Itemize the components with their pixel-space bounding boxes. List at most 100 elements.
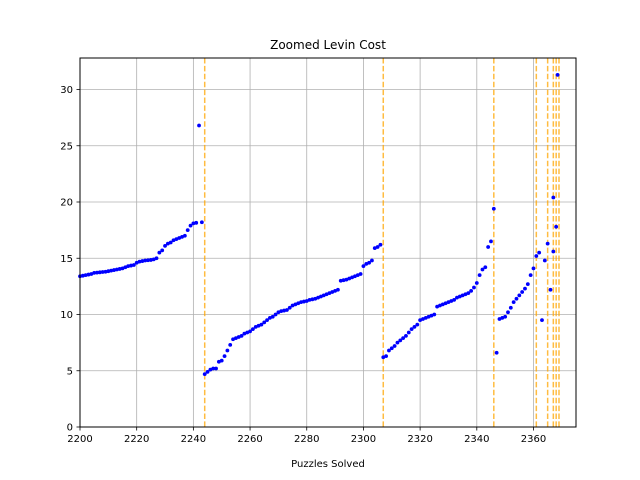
data-point [537, 250, 542, 255]
data-point [395, 340, 400, 345]
data-point [299, 300, 303, 305]
x-tick-label: 2300 [351, 434, 376, 445]
data-point [100, 270, 105, 274]
data-point [336, 287, 340, 292]
y-axis: 0 5 10 15 20 25 30 [60, 85, 80, 434]
data-point [392, 344, 397, 348]
data-point [494, 350, 499, 355]
data-point [143, 258, 148, 263]
data-point [285, 308, 289, 312]
data-point [129, 263, 133, 268]
data-point [185, 228, 190, 233]
data-point [508, 305, 513, 310]
data-point [80, 273, 85, 278]
data-point [525, 282, 530, 287]
data-point [191, 221, 196, 226]
data-point [491, 206, 496, 211]
data-point [282, 308, 286, 313]
data-point [259, 322, 264, 327]
data-point [197, 123, 201, 128]
data-point [406, 330, 411, 335]
x-tick-label: 2260 [237, 434, 262, 445]
data-point [367, 260, 371, 265]
x-tick-label: 2320 [407, 434, 432, 445]
data-point [279, 309, 284, 314]
data-point [114, 267, 119, 272]
data-point [168, 240, 173, 245]
data-point [265, 318, 269, 323]
data-point [146, 258, 150, 263]
y-tick-label: 25 [60, 141, 73, 152]
data-point [554, 224, 559, 229]
y-tick-label: 20 [60, 198, 73, 209]
data-point [131, 263, 136, 267]
data-point [262, 320, 267, 325]
plot-frame [79, 57, 577, 428]
data-point [248, 329, 252, 334]
data-point [548, 287, 553, 292]
data-point [160, 248, 165, 253]
data-point [503, 314, 508, 319]
data-point [106, 269, 111, 274]
data-point [520, 290, 525, 294]
data-point [225, 348, 230, 353]
x-tick-label: 2280 [294, 434, 319, 445]
data-point [202, 372, 207, 377]
data-point [83, 273, 88, 278]
data-point [219, 358, 224, 363]
y-tick-label: 15 [60, 254, 73, 265]
x-tick-label: 2240 [181, 434, 206, 445]
data-point [86, 272, 91, 277]
data-point [389, 346, 394, 351]
data-point [250, 327, 255, 332]
data-point [199, 220, 204, 225]
data-point [517, 293, 522, 298]
data-point [97, 270, 102, 275]
data-point [534, 254, 539, 258]
data-point [148, 258, 153, 262]
data-point [273, 312, 278, 317]
data-point [361, 264, 366, 269]
y-tick-label: 5 [67, 366, 73, 377]
data-point [477, 273, 482, 278]
data-points [78, 72, 560, 377]
chart-title: Zoomed Levin Cost [270, 38, 386, 52]
data-point [214, 366, 218, 371]
data-point [514, 296, 519, 301]
data-point [358, 272, 363, 276]
data-point [412, 324, 417, 329]
data-point [545, 241, 550, 246]
data-point [375, 245, 380, 249]
data-point [384, 354, 389, 359]
data-point [126, 264, 131, 269]
data-point [95, 270, 99, 275]
data-point [483, 265, 488, 270]
data-point [555, 72, 560, 77]
data-point [117, 267, 122, 271]
data-point [103, 269, 108, 274]
data-point [182, 233, 187, 238]
data-point [205, 369, 210, 374]
data-point [387, 348, 391, 353]
data-point [472, 285, 476, 290]
data-point [154, 256, 159, 261]
y-tick-label: 0 [67, 423, 73, 434]
x-tick-label: 2200 [67, 434, 92, 445]
data-point [542, 258, 547, 263]
data-point [506, 310, 510, 315]
data-point [489, 239, 493, 244]
data-point [551, 195, 556, 200]
data-point [157, 250, 162, 255]
data-point [469, 288, 474, 293]
data-point [239, 333, 244, 338]
data-point [302, 299, 306, 304]
data-point [338, 278, 343, 283]
data-point [378, 242, 383, 247]
data-point [287, 305, 292, 310]
data-point [466, 291, 471, 296]
x-axis: 2200 2220 2240 2260 2280 2300 2320 2340 2360 [67, 427, 546, 445]
data-point [112, 268, 116, 272]
y-tick-label: 30 [60, 85, 73, 96]
